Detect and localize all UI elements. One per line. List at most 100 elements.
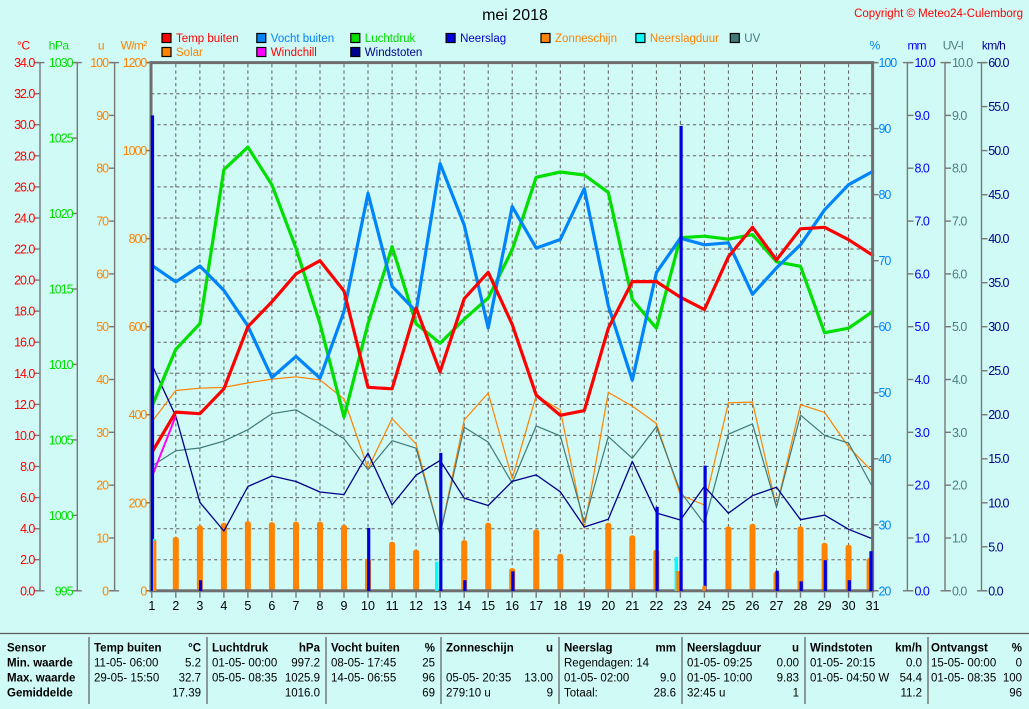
- svg-text:8.0: 8.0: [20, 460, 35, 474]
- svg-text:9.83: 9.83: [777, 673, 799, 685]
- svg-text:10.0: 10.0: [915, 56, 936, 70]
- svg-text:Copyright © Meteo24-Culemborg: Copyright © Meteo24-Culemborg: [854, 8, 1023, 20]
- svg-text:5.2: 5.2: [185, 658, 201, 670]
- svg-text:01-05- 08:35: 01-05- 08:35: [931, 673, 996, 685]
- svg-text:Vocht buiten: Vocht buiten: [271, 33, 334, 45]
- svg-text:20: 20: [879, 584, 892, 598]
- svg-text:Luchtdruk: Luchtdruk: [365, 33, 416, 45]
- svg-text:40.0: 40.0: [988, 232, 1009, 246]
- svg-text:28: 28: [794, 599, 808, 613]
- svg-text:UV: UV: [744, 33, 760, 45]
- svg-text:15-05- 00:00: 15-05- 00:00: [931, 658, 996, 670]
- svg-text:2.0: 2.0: [20, 553, 35, 567]
- svg-text:1020: 1020: [49, 207, 74, 221]
- svg-text:01-05- 09:25: 01-05- 09:25: [687, 658, 752, 670]
- svg-text:1025.9: 1025.9: [285, 673, 320, 685]
- svg-text:100: 100: [1003, 673, 1022, 685]
- svg-text:05-05- 08:35: 05-05- 08:35: [212, 673, 277, 685]
- svg-text:7.0: 7.0: [915, 215, 930, 229]
- svg-text:24: 24: [697, 599, 711, 613]
- svg-text:200: 200: [129, 496, 148, 510]
- svg-text:400: 400: [129, 408, 148, 422]
- svg-text:55.0: 55.0: [988, 100, 1009, 114]
- svg-text:5: 5: [244, 599, 251, 613]
- svg-text:10: 10: [96, 532, 109, 546]
- svg-text:3: 3: [196, 599, 203, 613]
- svg-text:11-05- 06:00: 11-05- 06:00: [94, 658, 158, 670]
- svg-text:23: 23: [673, 599, 687, 613]
- svg-text:10.0: 10.0: [988, 496, 1009, 510]
- svg-text:25: 25: [721, 599, 735, 613]
- svg-text:9: 9: [547, 688, 553, 700]
- svg-text:30: 30: [96, 426, 109, 440]
- svg-text:Zonneschijn: Zonneschijn: [555, 33, 617, 45]
- svg-text:1010: 1010: [49, 358, 74, 372]
- svg-text:34.0: 34.0: [14, 56, 35, 70]
- svg-text:4.0: 4.0: [952, 373, 967, 387]
- svg-text:800: 800: [129, 232, 148, 246]
- svg-text:%: %: [1012, 643, 1022, 655]
- svg-text:0: 0: [102, 584, 109, 598]
- svg-text:5.0: 5.0: [915, 320, 930, 334]
- svg-text:1: 1: [148, 599, 155, 613]
- svg-text:8: 8: [317, 599, 324, 613]
- svg-text:28.0: 28.0: [14, 149, 35, 163]
- svg-text:15.0: 15.0: [988, 452, 1009, 466]
- svg-text:Windstoten: Windstoten: [365, 47, 423, 59]
- svg-text:18.0: 18.0: [14, 305, 35, 319]
- svg-text:01-05- 02:00: 01-05- 02:00: [564, 673, 629, 685]
- svg-text:13.00: 13.00: [524, 673, 553, 685]
- svg-text:40: 40: [879, 452, 892, 466]
- svg-text:100: 100: [90, 56, 109, 70]
- svg-text:96: 96: [422, 673, 435, 685]
- svg-text:6: 6: [268, 599, 275, 613]
- svg-text:Neerslagduur: Neerslagduur: [687, 643, 762, 655]
- svg-text:Regendagen: 14: Regendagen: 14: [564, 658, 650, 670]
- svg-text:1: 1: [793, 688, 799, 700]
- svg-text:5.0: 5.0: [952, 320, 967, 334]
- svg-text:1000: 1000: [49, 509, 74, 523]
- svg-text:10.0: 10.0: [952, 56, 973, 70]
- svg-text:05-05- 20:35: 05-05- 20:35: [446, 673, 511, 685]
- svg-text:6.0: 6.0: [915, 267, 930, 281]
- svg-text:32:45 u: 32:45 u: [687, 688, 725, 700]
- svg-text:22.0: 22.0: [14, 243, 35, 257]
- svg-text:1200: 1200: [123, 56, 148, 70]
- svg-text:Zonneschijn: Zonneschijn: [446, 643, 514, 655]
- svg-text:29: 29: [818, 599, 832, 613]
- svg-text:Neerslagduur: Neerslagduur: [650, 33, 719, 45]
- svg-text:mm: mm: [908, 39, 927, 53]
- svg-text:0.0: 0.0: [20, 584, 35, 598]
- svg-text:32.0: 32.0: [14, 87, 35, 101]
- svg-text:Totaal:: Totaal:: [564, 688, 598, 700]
- svg-text:°C: °C: [188, 643, 201, 655]
- svg-text:17.39: 17.39: [172, 688, 201, 700]
- svg-text:30: 30: [879, 518, 892, 532]
- svg-text:0.0: 0.0: [988, 584, 1003, 598]
- svg-text:Sensor: Sensor: [7, 643, 47, 655]
- svg-text:Max. waarde: Max. waarde: [7, 673, 75, 685]
- svg-text:7.0: 7.0: [952, 215, 967, 229]
- svg-text:u: u: [98, 39, 105, 53]
- svg-text:2.0: 2.0: [915, 479, 930, 493]
- svg-text:4: 4: [220, 599, 227, 613]
- svg-text:70: 70: [96, 215, 109, 229]
- svg-text:%: %: [870, 39, 881, 53]
- svg-text:12.0: 12.0: [14, 398, 35, 412]
- svg-text:9: 9: [341, 599, 348, 613]
- svg-text:26: 26: [746, 599, 760, 613]
- svg-text:13: 13: [433, 599, 447, 613]
- svg-text:1000: 1000: [123, 144, 148, 158]
- svg-text:30.0: 30.0: [988, 320, 1009, 334]
- svg-text:6.0: 6.0: [20, 491, 35, 505]
- svg-text:54.4: 54.4: [900, 673, 923, 685]
- svg-text:Vocht buiten: Vocht buiten: [331, 643, 400, 655]
- svg-text:25.0: 25.0: [988, 364, 1009, 378]
- svg-text:32.7: 32.7: [179, 673, 201, 685]
- svg-text:17: 17: [529, 599, 543, 613]
- svg-text:21: 21: [625, 599, 639, 613]
- svg-text:20.0: 20.0: [988, 408, 1009, 422]
- svg-text:14.0: 14.0: [14, 367, 35, 381]
- svg-text:90: 90: [879, 122, 892, 136]
- svg-text:45.0: 45.0: [988, 188, 1009, 202]
